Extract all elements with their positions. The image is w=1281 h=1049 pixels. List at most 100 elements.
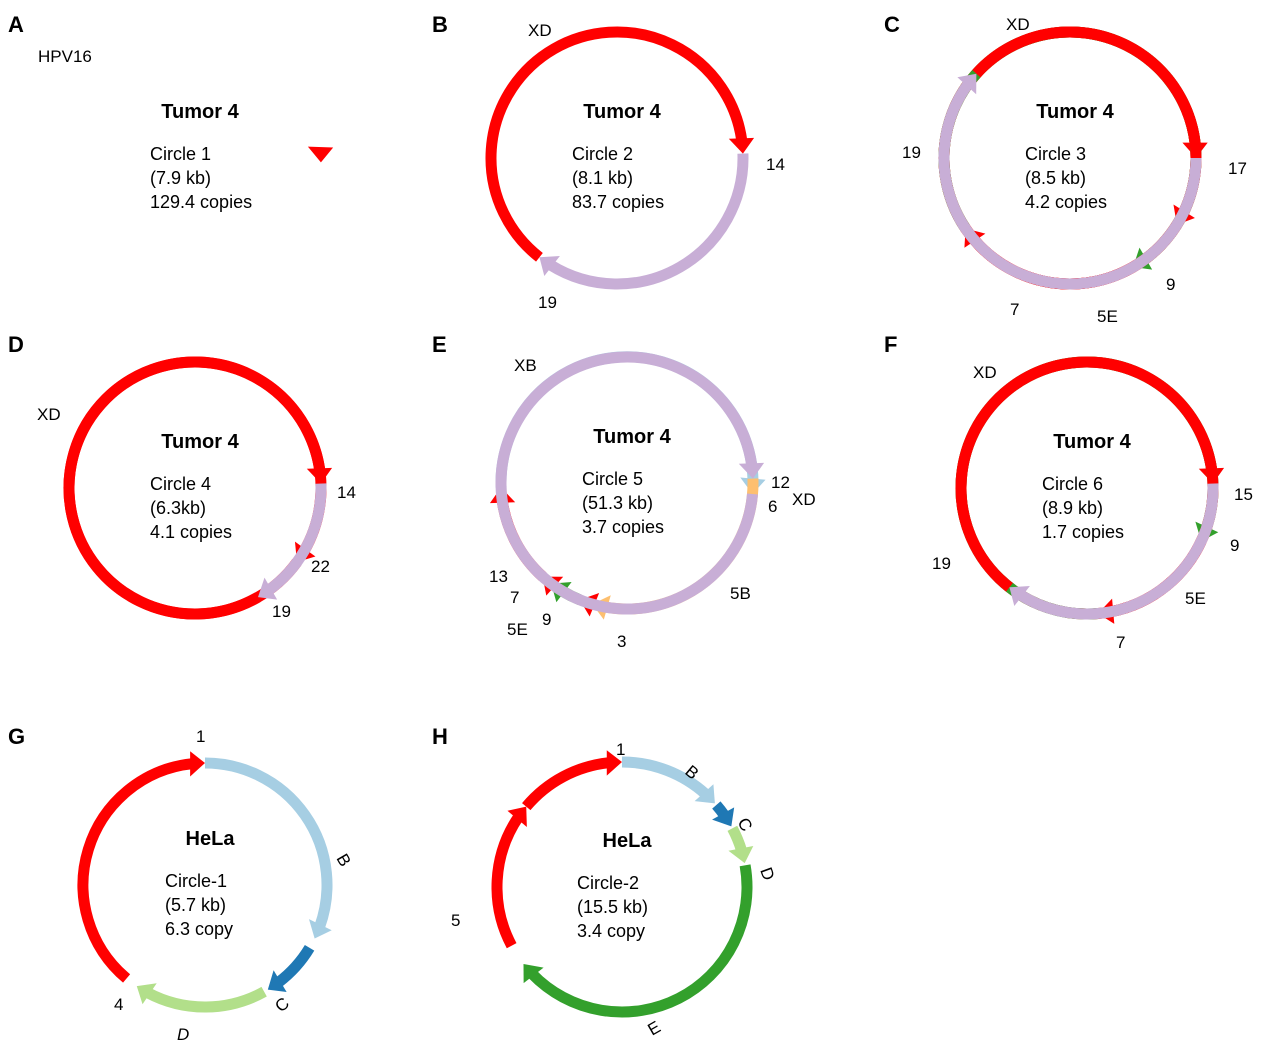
plasmid-info-line: Circle 6 bbox=[1042, 474, 1103, 494]
segment-label: XD bbox=[973, 363, 997, 382]
segment-label: 1 bbox=[616, 740, 625, 759]
plasmid-info-line: Circle 1 bbox=[150, 144, 211, 164]
segment-label: 17 bbox=[1228, 159, 1247, 178]
segment-arrowhead bbox=[258, 577, 278, 600]
segment-arrowhead bbox=[307, 146, 334, 163]
segment-arrowhead bbox=[507, 806, 527, 828]
segment-label: 9 bbox=[542, 610, 551, 629]
segment-arrowhead bbox=[267, 970, 287, 992]
segment-arc bbox=[495, 351, 758, 615]
segment-red bbox=[522, 750, 622, 811]
plasmid-info-line: 4.1 copies bbox=[150, 522, 232, 542]
segment-arc bbox=[1017, 483, 1219, 620]
segment-arrowhead bbox=[1009, 586, 1030, 606]
segment-label: XB bbox=[514, 356, 537, 375]
segment-arrowhead bbox=[606, 750, 622, 776]
segment-label: 9 bbox=[1230, 536, 1239, 555]
segment-label: 14 bbox=[337, 483, 356, 502]
panel-letter: C bbox=[884, 12, 900, 37]
segment-label: 5 bbox=[451, 911, 460, 930]
segment-arrowhead bbox=[738, 462, 765, 479]
panel-letter: G bbox=[8, 724, 25, 749]
segment-label: 5E bbox=[507, 620, 528, 639]
segment-arc bbox=[938, 80, 1202, 290]
segment-label: 19 bbox=[538, 293, 557, 312]
segment-label: 22 bbox=[311, 557, 330, 576]
segment-arc bbox=[495, 351, 759, 488]
segment-green bbox=[523, 864, 753, 1018]
plasmid-info-line: (8.5 kb) bbox=[1025, 168, 1086, 188]
segment-light-blue bbox=[204, 757, 333, 939]
segment-label: D bbox=[756, 865, 778, 883]
segment-label: 5E bbox=[1097, 307, 1118, 326]
segment-arrowhead bbox=[308, 919, 332, 939]
segment-lavender bbox=[495, 351, 765, 615]
plasmid-info-line: 1.7 copies bbox=[1042, 522, 1124, 542]
segment-arc bbox=[485, 26, 748, 262]
plasmid-title: Tumor 4 bbox=[161, 431, 239, 453]
panel-b: B Tumor 4 Circle 2 (8.1 kb) 83.7 copies XD 14 1… bbox=[432, 12, 785, 312]
segment-arrowhead bbox=[712, 807, 735, 827]
segment-lavender bbox=[539, 153, 749, 290]
panel-d: D Tumor 4 Circle 4 (6.3kb) 4.1 copies XD 14 22 1… bbox=[8, 332, 356, 621]
segment-light-green bbox=[136, 983, 267, 1013]
segment-arrowhead bbox=[539, 256, 560, 276]
segment-label: 6 bbox=[768, 497, 777, 516]
segment-arrowhead bbox=[190, 751, 205, 777]
segment-lavender bbox=[938, 73, 1202, 290]
segment-arrowhead bbox=[694, 784, 715, 804]
panel-f: F Tumor 4 Circle 6 (8.9 kb) 1.7 copies XD 15 9 5… bbox=[884, 332, 1253, 652]
plasmid-info-line: Circle-1 bbox=[165, 871, 227, 891]
segment-label: 4 bbox=[114, 995, 123, 1014]
plasmid-info-line: 3.4 copy bbox=[577, 921, 645, 941]
segment-label: 19 bbox=[272, 602, 291, 621]
panel-g: G HeLa Circle-1 (5.7 kb) 6.3 copy 1 B C D 4 bbox=[8, 724, 355, 1044]
segment-dark-blue bbox=[712, 801, 735, 827]
plasmid-info-line: Circle 3 bbox=[1025, 144, 1086, 164]
panel-e: E Tumor 4 Circle 5 (51.3 kb) 3.7 copies XB 12X… bbox=[432, 332, 816, 651]
segment-label: 13 bbox=[489, 567, 508, 586]
segment-label: C bbox=[271, 994, 293, 1016]
segment-lavender bbox=[258, 483, 327, 600]
segment-label: B bbox=[333, 851, 355, 870]
segment-arc bbox=[491, 814, 523, 949]
segment-label: 3 bbox=[617, 632, 626, 651]
segment-label: XD bbox=[37, 405, 61, 424]
plasmid-info-line: (6.3kb) bbox=[150, 498, 206, 518]
segment-arc bbox=[63, 356, 327, 620]
panel-letter: B bbox=[432, 12, 448, 37]
panel-letter: A bbox=[8, 12, 24, 37]
plasmid-info-line: (15.5 kb) bbox=[577, 897, 648, 917]
segment-red bbox=[307, 146, 334, 163]
segment-label: 7 bbox=[1116, 633, 1125, 652]
segment-light-green bbox=[727, 825, 754, 864]
panel-c: C Tumor 4 Circle 3 (8.5 kb) 4.2 copies XD 17 9 5… bbox=[884, 12, 1247, 326]
segment-label: 5B bbox=[730, 584, 751, 603]
plasmid-info-line: 6.3 copy bbox=[165, 919, 233, 939]
plasmid-info-line: 83.7 copies bbox=[572, 192, 664, 212]
plasmid-title: Tumor 4 bbox=[161, 101, 239, 123]
segment-label: D bbox=[177, 1025, 189, 1044]
segment-label: XD bbox=[1006, 15, 1030, 34]
plasmid-title: HeLa bbox=[186, 828, 236, 850]
segment-label: 12 bbox=[771, 473, 790, 492]
plasmid-info-line: Circle-2 bbox=[577, 873, 639, 893]
segment-red bbox=[491, 806, 527, 949]
segment-arc bbox=[77, 758, 193, 983]
panel-letter: H bbox=[432, 724, 448, 749]
segment-label: E bbox=[645, 1017, 664, 1039]
plasmid-title: Tumor 4 bbox=[1036, 101, 1114, 123]
plasmid-info-line: Circle 4 bbox=[150, 474, 211, 494]
segment-arc bbox=[265, 483, 327, 595]
segment-arc bbox=[204, 757, 333, 929]
plasmid-info-line: Circle 2 bbox=[572, 144, 633, 164]
segment-label: 7 bbox=[1010, 300, 1019, 319]
plasmid-info-line: (51.3 kb) bbox=[582, 493, 653, 513]
segment-arc bbox=[522, 757, 610, 811]
segment-label: 15 bbox=[1234, 485, 1253, 504]
plasmid-info-line: 3.7 copies bbox=[582, 517, 664, 537]
segment-arrowhead bbox=[136, 983, 157, 1005]
segment-label: 9 bbox=[1166, 275, 1175, 294]
